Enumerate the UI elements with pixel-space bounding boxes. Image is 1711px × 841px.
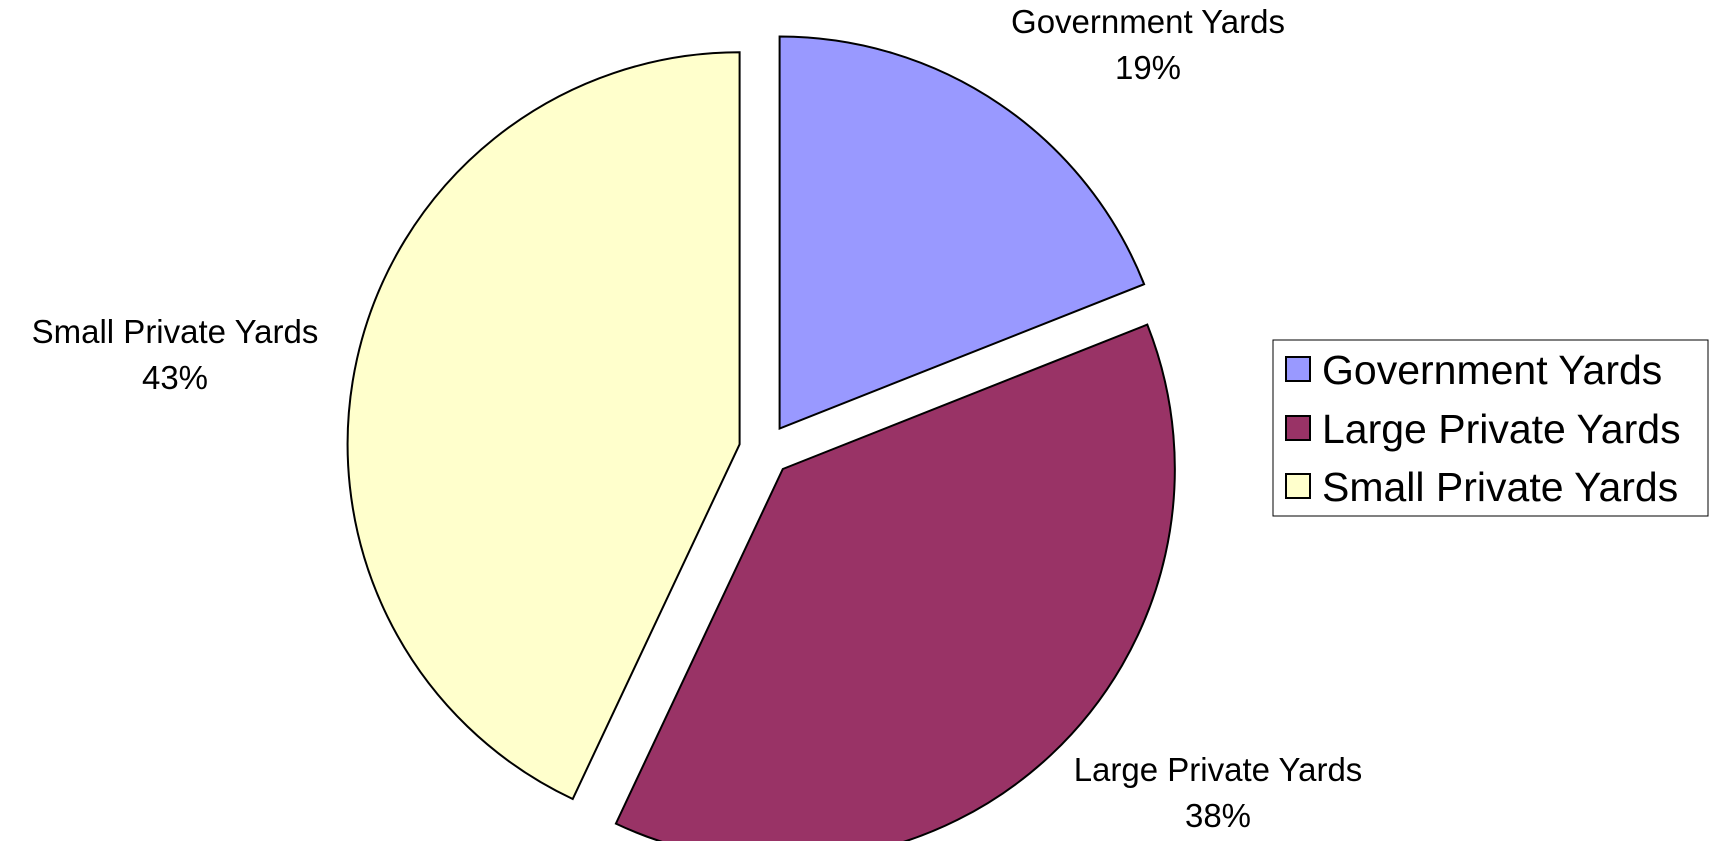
legend-entry-small-private-yards: Small Private Yards — [1285, 464, 1678, 510]
legend-entry-large-private-yards: Large Private Yards — [1285, 406, 1681, 452]
slice-label-large-private-yards-name: Large Private Yards — [1074, 751, 1363, 788]
slice-label-government-yards-value: 19% — [1115, 49, 1181, 86]
slice-label-government-yards: Government Yards 19% — [1011, 3, 1285, 86]
slice-label-large-private-yards-value: 38% — [1185, 797, 1251, 834]
legend-frame — [1272, 339, 1709, 517]
legend-label-small-private-yards: Small Private Yards — [1322, 464, 1678, 510]
legend: Government Yards Large Private Yards Sma… — [1272, 339, 1709, 517]
pie-slice-government-yards — [778, 35, 1146, 430]
pie-slice-large-private-yards — [614, 323, 1176, 841]
pie-slices — [346, 35, 1176, 841]
pie-slice-small-private-yards — [346, 51, 741, 801]
legend-entry-government-yards: Government Yards — [1285, 347, 1662, 393]
slice-label-government-yards-name: Government Yards — [1011, 3, 1285, 40]
legend-swatch-government-yards — [1285, 356, 1311, 382]
slice-label-small-private-yards: Small Private Yards 43% — [32, 313, 319, 396]
slice-label-small-private-yards-value: 43% — [142, 359, 208, 396]
legend-label-government-yards: Government Yards — [1322, 347, 1662, 393]
slice-label-large-private-yards: Large Private Yards 38% — [1074, 751, 1363, 834]
slice-label-small-private-yards-name: Small Private Yards — [32, 313, 319, 350]
legend-swatch-small-private-yards — [1285, 473, 1311, 499]
legend-swatch-large-private-yards — [1285, 415, 1311, 441]
legend-label-large-private-yards: Large Private Yards — [1322, 406, 1681, 452]
